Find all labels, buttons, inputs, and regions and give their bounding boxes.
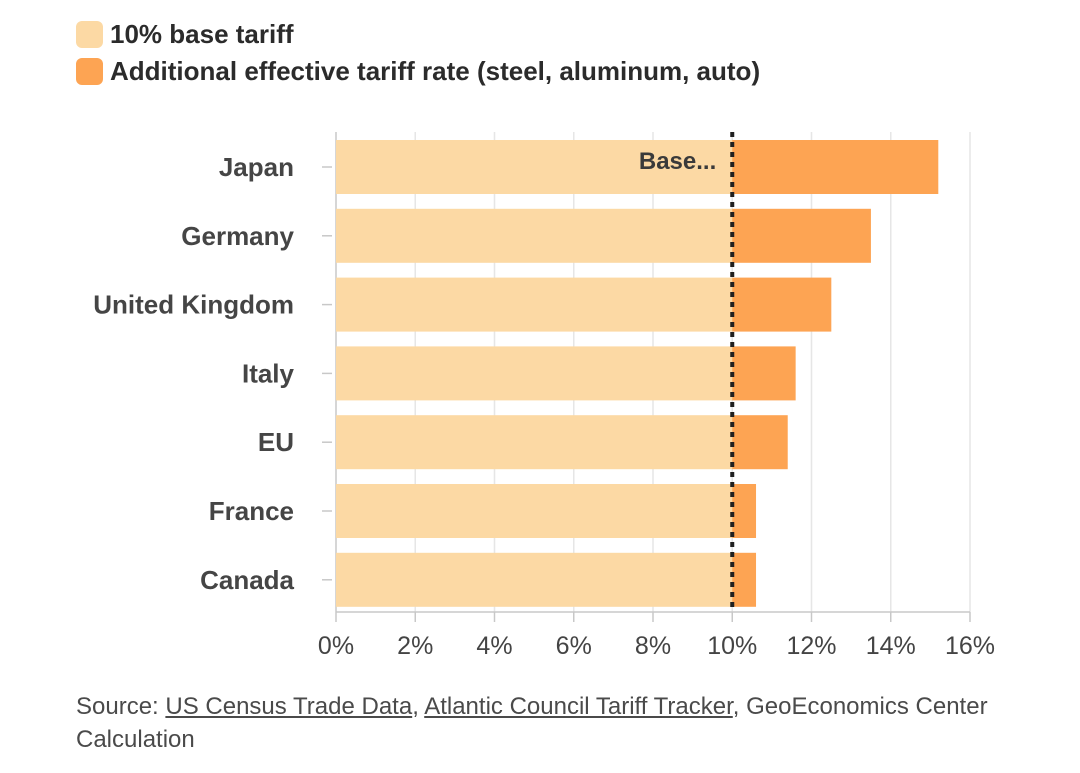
x-tick-label: 2% [397,632,433,660]
x-tick-label: 4% [476,632,512,660]
bar-additional-italy [732,346,796,401]
legend-swatch-base-tariff [76,21,103,48]
x-tick-label: 12% [786,632,836,660]
x-tick-label: 6% [556,632,592,660]
x-tick-label: 14% [866,632,916,660]
bar-additional-canada [732,552,757,607]
bar-additional-germany [732,208,871,263]
legend-item-additional-tariff: Additional effective tariff rate (steel,… [76,53,760,90]
bar-chart: 0% 2% 4% 6% 8% 10% 12% 14% 16% Japan Germany United… [93,132,995,660]
source-separator: , [412,693,425,720]
bar-base-germany [336,208,733,263]
legend-swatch-additional-tariff [76,58,103,85]
category-label-germany: Germany [181,221,294,251]
source-note: Source: US Census Trade Data, Atlantic C… [76,690,1016,756]
x-tick-label: 16% [945,632,995,660]
legend-label-additional-tariff: Additional effective tariff rate (steel,… [110,56,761,86]
bar-base-italy [336,346,733,401]
source-suffix: , GeoEconomics Center Calculation [76,693,988,753]
source-link-census[interactable]: US Census Trade Data [165,693,413,720]
category-label-canada: Canada [200,565,294,595]
category-label-italy: Italy [242,358,295,388]
bar-base-france [336,484,733,538]
category-label-united-kingdom: United Kingdom [93,290,294,320]
bar-base-united-kingdom [336,277,733,332]
legend-label-base-tariff: 10% base tariff [110,19,294,49]
bar-base-eu [336,415,733,470]
bar-base-japan [336,140,733,194]
legend-item-base-tariff: 10% base tariff [76,16,760,53]
bar-additional-france [732,484,757,538]
category-label-france: France [209,496,294,526]
x-tick-label: 10% [707,632,757,660]
source-link-tariff-tracker[interactable]: Atlantic Council Tariff Tracker [424,693,733,720]
x-tick-label: 0% [318,632,354,660]
x-tick-label: 8% [635,632,671,660]
category-label-eu: EU [258,427,294,457]
bar-additional-eu [732,415,788,470]
bar-base-canada [336,552,733,607]
bar-additional-united-kingdom [732,277,832,332]
category-label-japan: Japan [219,152,294,182]
bar-additional-japan [732,140,939,194]
source-prefix: Source: [76,693,166,720]
reference-line-label: Base... [639,148,716,175]
legend: 10% base tariff Additional effective tar… [76,16,760,90]
